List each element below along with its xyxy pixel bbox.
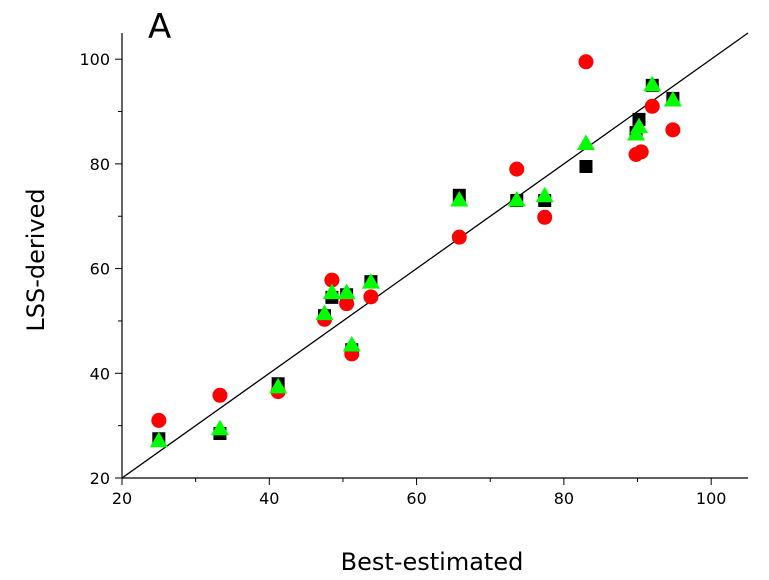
series-triangle bbox=[149, 75, 682, 448]
circle-point bbox=[633, 144, 649, 160]
circle-point bbox=[451, 229, 467, 245]
triangle-point bbox=[342, 336, 361, 352]
panel-label: A bbox=[148, 7, 171, 47]
y-tick-label: 80 bbox=[90, 155, 110, 174]
triangle-point bbox=[576, 134, 595, 150]
plot-area: 20 40 60 80 100 20 40 60 80 100 bbox=[79, 32, 749, 508]
triangle-point bbox=[269, 377, 288, 394]
circle-point bbox=[212, 387, 228, 403]
circle-point bbox=[509, 161, 525, 177]
reference-line bbox=[121, 32, 749, 479]
circle-point bbox=[151, 412, 167, 428]
circle-point bbox=[324, 272, 340, 288]
triangle-point bbox=[643, 75, 662, 92]
x-tick-label: 100 bbox=[696, 489, 727, 508]
triangle-point bbox=[149, 431, 168, 448]
triangle-point bbox=[337, 283, 356, 300]
y-tick-label: 20 bbox=[90, 469, 110, 488]
x-tick-label: 80 bbox=[554, 489, 574, 508]
x-tick-label: 20 bbox=[112, 489, 132, 508]
circle-point bbox=[537, 209, 553, 225]
circle-point bbox=[665, 122, 681, 138]
y-tick-label: 60 bbox=[90, 260, 110, 279]
triangle-point bbox=[322, 283, 341, 300]
x-tick-label: 40 bbox=[259, 489, 279, 508]
circle-point bbox=[363, 289, 379, 305]
series-circle bbox=[151, 54, 681, 428]
y-axis-title: LSS-derived bbox=[22, 188, 50, 331]
triangle-point bbox=[630, 117, 649, 134]
triangle-point bbox=[535, 186, 554, 203]
x-tick-label: 60 bbox=[406, 489, 426, 508]
series-square bbox=[152, 78, 680, 446]
circle-point bbox=[339, 296, 355, 312]
x-axis-title: Best-estimated bbox=[341, 548, 524, 576]
triangle-point bbox=[507, 190, 526, 207]
triangle-point bbox=[450, 190, 469, 207]
triangle-point bbox=[663, 90, 682, 107]
triangle-point bbox=[210, 419, 229, 436]
triangle-point bbox=[361, 273, 380, 289]
square-point bbox=[579, 160, 593, 173]
triangle-point bbox=[315, 304, 334, 321]
circle-point bbox=[578, 54, 594, 70]
y-tick-label: 100 bbox=[79, 50, 110, 69]
y-tick-label: 40 bbox=[90, 364, 110, 383]
circle-point bbox=[644, 98, 660, 114]
